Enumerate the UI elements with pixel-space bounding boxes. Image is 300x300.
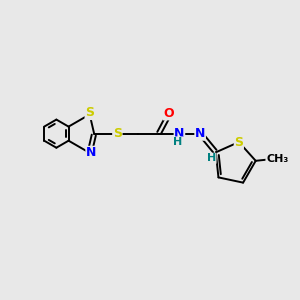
Text: N: N: [195, 127, 205, 140]
Text: S: S: [113, 127, 122, 140]
Text: S: S: [85, 106, 94, 119]
Text: CH₃: CH₃: [266, 154, 288, 164]
Text: S: S: [234, 136, 243, 148]
Text: O: O: [163, 107, 174, 120]
Text: N: N: [174, 127, 184, 140]
Text: N: N: [86, 146, 96, 159]
Text: H: H: [207, 153, 216, 163]
Text: H: H: [173, 137, 183, 147]
